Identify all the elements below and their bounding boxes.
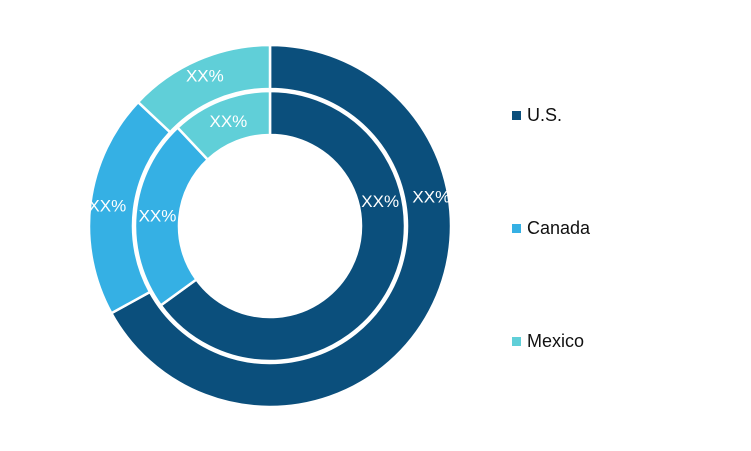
outer-slice-us [109, 43, 453, 409]
legend-item-mexico: Mexico [512, 331, 584, 352]
legend-item-us: U.S. [512, 105, 562, 126]
legend-label-us: U.S. [527, 105, 563, 125]
legend-swatch-mexico [512, 337, 521, 346]
outer-label-us: XX% [412, 187, 450, 206]
outer-slice-mexico [136, 43, 272, 134]
inner-label-canada: XX% [139, 206, 177, 225]
inner-label-mexico: XX% [210, 112, 248, 131]
legend-label-mexico: Mexico [527, 331, 585, 351]
legend-label-canada: Canada [527, 218, 591, 238]
inner-slice-mexico [175, 89, 272, 162]
legend-swatch-us [512, 111, 521, 120]
inner-label-us: XX% [361, 192, 399, 211]
inner-slice-us [159, 89, 407, 363]
legend-swatch-canada [512, 224, 521, 233]
outer-label-canada: XX% [88, 196, 126, 215]
legend-item-canada: Canada [512, 218, 590, 239]
outer-label-mexico: XX% [186, 66, 224, 85]
